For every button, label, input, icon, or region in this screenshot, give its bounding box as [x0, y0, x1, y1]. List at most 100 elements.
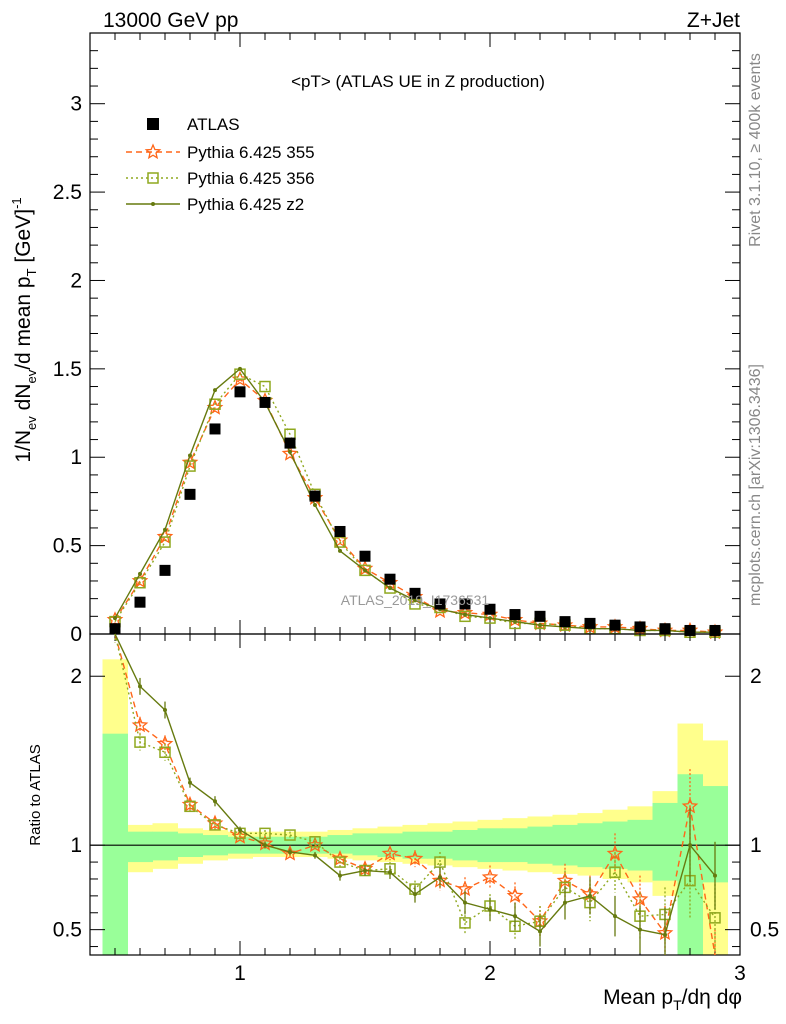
main-point-atlas	[309, 490, 321, 502]
main-panel: 0 0.5 1 1.5 2 2.5 3	[53, 32, 741, 646]
ratio-xtick-label: 2	[484, 962, 496, 985]
main-point-pz2	[163, 527, 167, 532]
ratio-band-green-2	[152, 831, 178, 861]
chart-title: <pT> (ATLAS UE in Z production)	[291, 72, 545, 91]
ratio-band-green-10	[352, 833, 378, 856]
ratio-point-pz2	[688, 843, 692, 848]
ratio-point-pz2	[488, 907, 492, 912]
main-ytick-label: 1	[70, 446, 82, 469]
main-point-atlas	[684, 624, 696, 636]
ratio-point-pz2	[313, 853, 317, 858]
ratio-band-green-22	[652, 802, 678, 881]
main-y-label-sub3: T	[24, 268, 39, 276]
main-point-atlas	[159, 564, 171, 576]
ratio-y-label: Ratio to ATLAS	[27, 744, 44, 845]
main-ytick-label: 2.5	[53, 181, 82, 204]
ratio-point-p356	[334, 856, 346, 868]
ratio-point-pz2	[138, 684, 142, 689]
ratio-point-pz2	[538, 929, 542, 934]
main-point-atlas	[659, 623, 671, 635]
ratio-point-pz2	[588, 893, 592, 898]
main-point-atlas	[584, 617, 596, 629]
main-point-atlas	[334, 525, 346, 537]
main-ytick-label: 0	[70, 623, 82, 646]
ratio-panel: 0.5 0.5 1 1 2 2 1 2 3	[53, 633, 779, 985]
ratio-point-pz2	[438, 875, 442, 880]
main-y-label-part3: /d mean p	[12, 276, 35, 369]
main-point-atlas	[234, 386, 246, 398]
header-right: Z+Jet	[687, 9, 740, 32]
x-axis-label-sub: T	[673, 997, 682, 1013]
main-point-atlas	[634, 621, 646, 633]
main-point-atlas	[384, 573, 396, 585]
ratio-xtick-label: 3	[734, 962, 746, 985]
main-y-label-sup: -1	[9, 197, 24, 209]
ratio-ytick-label-left: 1	[70, 834, 82, 857]
legend-marker-p355	[144, 143, 162, 160]
x-axis-label-part1: Mean p	[603, 986, 673, 1009]
ratio-point-pz2	[613, 914, 617, 919]
main-point-atlas	[359, 550, 371, 562]
main-y-label-part1: 1/N	[12, 430, 35, 463]
side-text-top: Rivet 3.1.10, ≥ 400k events	[747, 53, 764, 247]
main-ytick-label: 1.5	[53, 358, 82, 381]
main-point-pz2	[413, 598, 417, 603]
ratio-point-pz2	[663, 932, 667, 937]
ratio-point-p356	[309, 836, 321, 848]
main-point-p355	[281, 445, 299, 461]
main-y-label-sub1: ev	[24, 416, 39, 430]
main-point-p356	[259, 380, 271, 393]
ratio-point-pz2	[263, 843, 267, 848]
main-point-pz2	[463, 612, 467, 617]
main-point-atlas	[609, 619, 621, 631]
ratio-point-pz2	[413, 892, 417, 897]
ratio-xtick-label: 1	[234, 962, 246, 985]
legend-marker-pz2	[151, 202, 155, 206]
ratio-point-pz2	[238, 827, 242, 832]
main-point-pz2	[138, 571, 142, 576]
ratio-point-p356	[134, 736, 146, 748]
ratio-point-p356	[159, 746, 171, 759]
ratio-point-p356	[709, 912, 721, 924]
ratio-point-p356	[259, 827, 271, 840]
ratio-point-pz2	[363, 868, 367, 873]
ratio-point-p355	[381, 844, 399, 861]
x-axis-label-part2: /dη dφ	[682, 986, 742, 1009]
side-text-bottom: mcplots.cern.ch [arXiv:1306.3436]	[747, 364, 764, 606]
legend: ATLAS Pythia 6.425 355 Pythia 6.425 356 Pyt…	[126, 115, 315, 214]
ratio-ytick-label-left: 2	[70, 665, 82, 688]
main-point-atlas	[709, 624, 721, 636]
main-point-atlas	[484, 603, 496, 615]
main-point-pz2	[238, 366, 242, 371]
legend-label-p355: Pythia 6.425 355	[187, 143, 315, 162]
main-y-label-sub2: ev	[24, 369, 39, 383]
main-point-pz2	[538, 623, 542, 628]
main-point-pz2	[313, 502, 317, 507]
ratio-band-green-0	[102, 733, 128, 955]
main-point-atlas	[409, 587, 421, 599]
main-point-atlas	[459, 598, 471, 610]
main-point-atlas	[559, 616, 571, 628]
main-ytick-label: 3	[70, 93, 82, 116]
ratio-point-pz2	[163, 708, 167, 713]
main-y-label: 1/Nev dNev/d mean pT [GeV]-1	[9, 197, 39, 462]
main-point-atlas	[109, 623, 121, 635]
legend-marker-atlas	[147, 118, 159, 130]
ratio-point-pz2	[563, 900, 567, 905]
ratio-point-p355	[481, 868, 499, 885]
main-point-pz2	[113, 616, 117, 621]
x-axis-label: Mean pT/dη dφ	[603, 986, 742, 1013]
main-point-atlas	[434, 598, 446, 610]
main-point-atlas	[259, 396, 271, 408]
ratio-ytick-label-right: 2	[750, 665, 762, 688]
legend-label-atlas: ATLAS	[187, 115, 240, 134]
main-ytick-label: 2	[70, 269, 82, 292]
main-point-pz2	[188, 453, 192, 458]
ratio-point-p356	[609, 866, 621, 878]
main-point-pz2	[388, 586, 392, 591]
main-y-label-part4: [GeV]	[12, 209, 35, 269]
ratio-band-green-9	[327, 835, 353, 854]
main-point-atlas	[509, 609, 521, 621]
main-point-atlas	[184, 488, 196, 500]
